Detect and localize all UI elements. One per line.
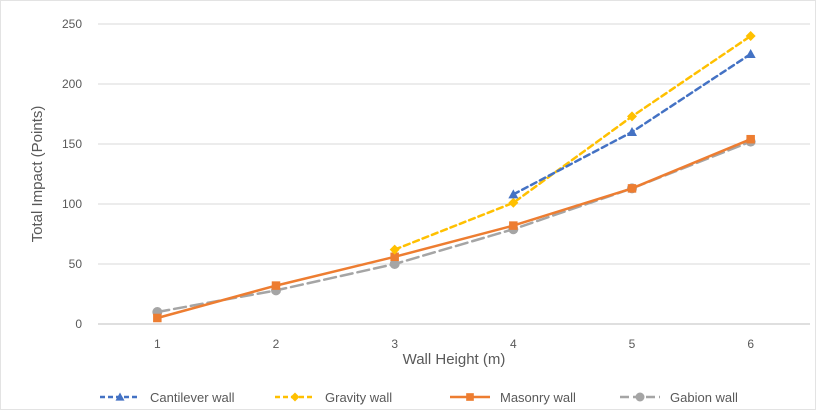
x-axis-title: Wall Height (m)	[403, 351, 506, 368]
series-masonry-wall	[153, 134, 755, 323]
x-tick-label: 1	[154, 337, 161, 351]
y-tick-label: 150	[62, 137, 82, 151]
legend-label-cantilever-wall: Cantilever wall	[150, 390, 235, 405]
data-point-masonry-wall	[627, 184, 637, 193]
y-tick-label: 0	[75, 317, 82, 331]
data-point-gravity-wall	[627, 111, 637, 122]
gridlines	[98, 23, 810, 325]
data-point-cantilever-wall	[508, 189, 519, 199]
x-tick-label: 2	[273, 337, 280, 351]
series-line-masonry-wall	[156, 137, 752, 320]
y-tick-label: 250	[62, 17, 82, 31]
x-tick-label: 6	[747, 337, 754, 351]
data-point-cantilever-wall	[745, 49, 756, 58]
y-tick-label: 100	[62, 197, 82, 211]
data-point-masonry-wall	[153, 313, 162, 323]
tick-labels: 0 50 100 150 200 250 1 2 3 4 5 6	[62, 17, 754, 351]
y-tick-label: 200	[62, 77, 82, 91]
y-tick-label: 50	[69, 257, 83, 271]
legend-item-cantilever-wall: Cantilever wall	[100, 390, 235, 405]
data-point-cantilever-wall	[627, 127, 637, 136]
data-point-gabion-wall	[389, 259, 400, 269]
legend-item-masonry-wall: Masonry wall	[450, 390, 576, 405]
legend-marker-masonry-wall	[466, 393, 474, 401]
series-line-gravity-wall	[393, 34, 752, 251]
x-tick-label: 4	[510, 337, 517, 351]
legend-label-gabion-wall: Gabion wall	[670, 390, 738, 405]
legend-marker-gravity-wall	[290, 392, 300, 402]
x-tick-label: 5	[629, 337, 636, 351]
data-point-gravity-wall	[745, 31, 756, 41]
data-point-gravity-wall	[389, 244, 400, 255]
legend-label-gravity-wall: Gravity wall	[325, 390, 392, 405]
y-axis-title: Total Impact (Points)	[29, 106, 46, 243]
data-point-masonry-wall	[390, 252, 399, 262]
data-point-gravity-wall	[508, 197, 519, 208]
legend-marker-cantilever-wall	[115, 392, 125, 401]
series-cantilever-wall	[508, 49, 756, 199]
legend-item-gabion-wall: Gabion wall	[620, 390, 738, 405]
legend-item-gravity-wall: Gravity wall	[275, 390, 392, 405]
data-point-masonry-wall	[746, 134, 755, 144]
legend-marker-gabion-wall	[635, 392, 645, 402]
data-point-masonry-wall	[271, 281, 281, 290]
legend-label-masonry-wall: Masonry wall	[500, 390, 576, 405]
series-gravity-wall	[389, 31, 756, 255]
legend: Cantilever wall Gravity wall Masonry wall G…	[100, 390, 738, 405]
x-tick-label: 3	[391, 337, 398, 351]
data-point-masonry-wall	[509, 221, 518, 230]
series-lines	[152, 31, 756, 323]
